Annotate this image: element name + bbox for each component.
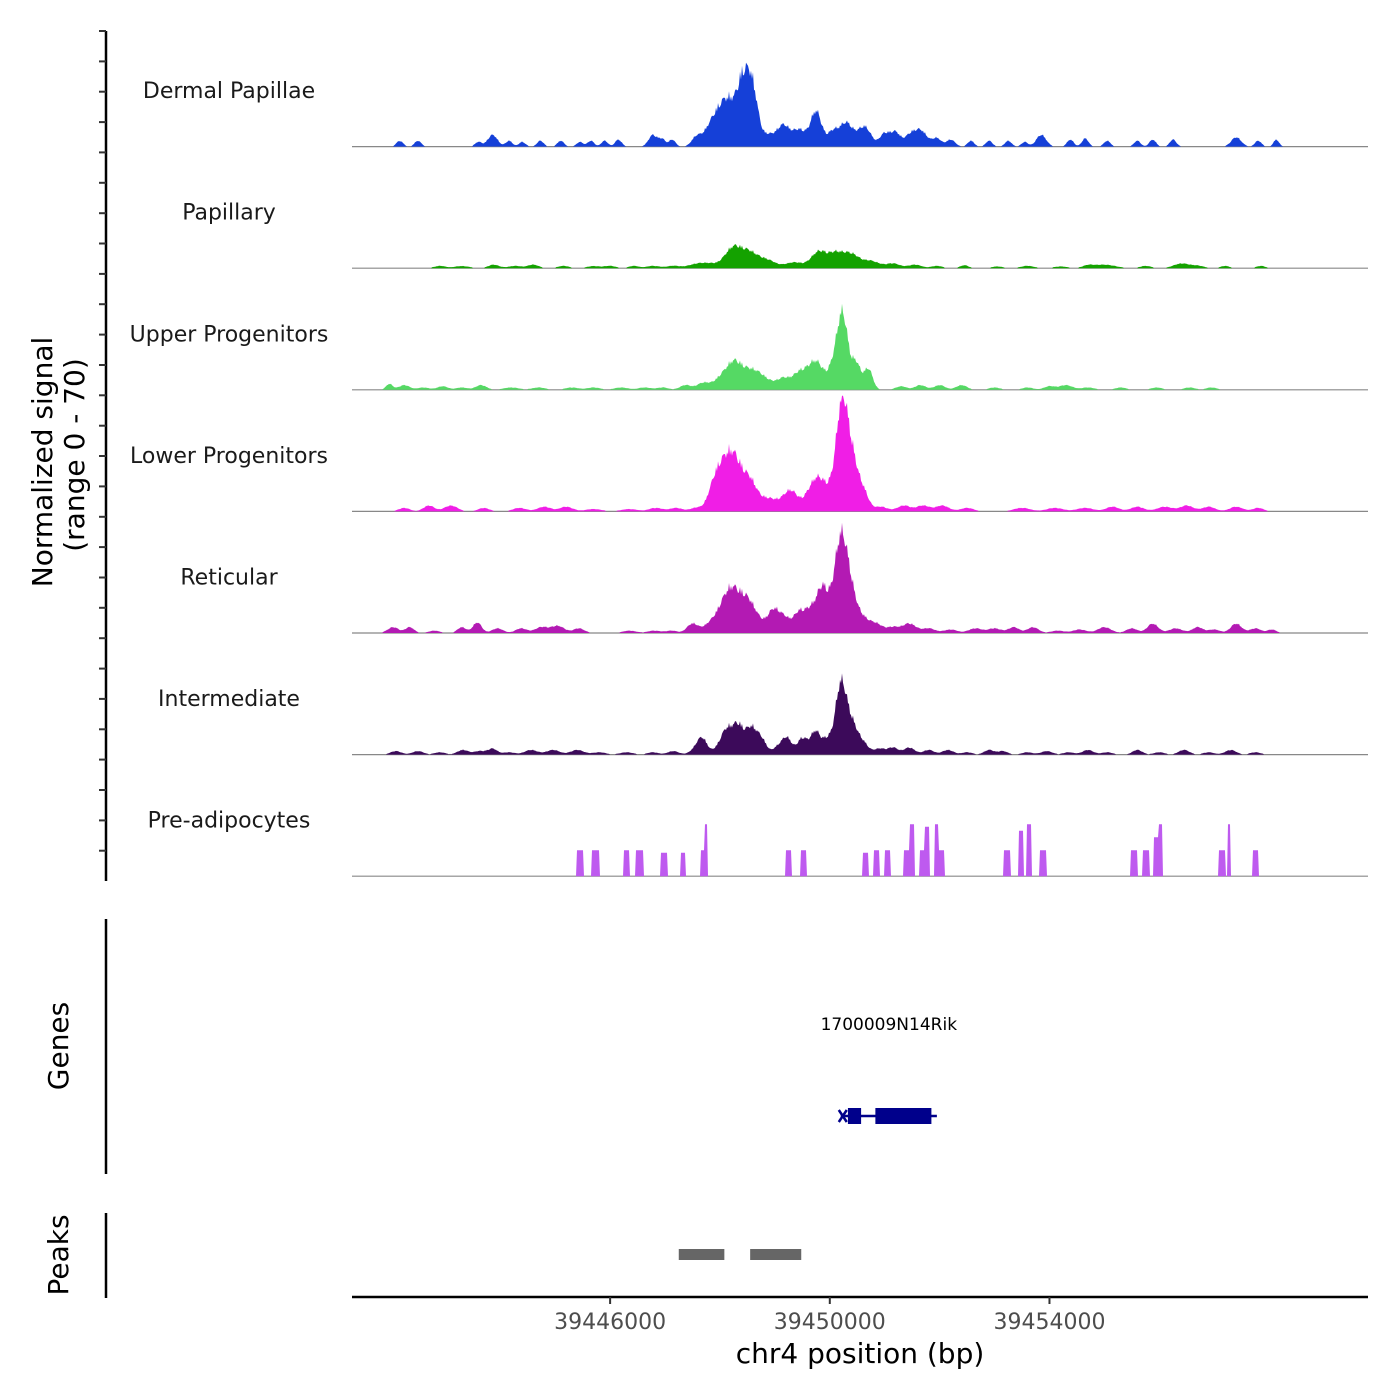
x-tick-label: 39446000 [554,1310,666,1335]
peaks-track [678,1249,802,1260]
track-label: Upper Progenitors [130,322,329,347]
coverage-area [352,673,1368,755]
left-axes [99,30,108,1298]
track-intermediate: Intermediate [158,673,1368,756]
track-label: Pre-adipocytes [148,809,311,834]
track-label: Dermal Papillae [143,79,315,104]
track-label: Reticular [180,566,278,591]
track-papillary: Papillary [182,201,1368,269]
x-axis: 39446000 39450000 39454000 [352,1295,1368,1335]
track-pre-adipocytes: Pre-adipocytes [148,809,1368,877]
coverage-area [352,244,1368,269]
track-reticular: Reticular [180,522,1368,634]
track-dermal-papillae: Dermal Papillae [143,62,1368,148]
coverage-area [352,303,1368,390]
coverage-area [352,395,1368,512]
x-tick-label: 39454000 [993,1310,1105,1335]
track-lower-progenitors: Lower Progenitors [130,395,1368,512]
peaks-panel-title: Peaks [42,1214,75,1295]
y-axis-range: (range 0 - 70) [58,358,91,552]
track-label: Lower Progenitors [130,444,328,469]
coverage-area [352,62,1368,147]
peak-region [750,1249,802,1260]
strand-arrow-icon [837,1109,848,1123]
x-axis-title: chr4 position (bp) [736,1337,985,1370]
gene-exon [847,1108,862,1124]
y-axis-title: Normalized signal [26,337,59,588]
genes-panel-title: Genes [42,1002,75,1090]
track-label: Papillary [182,201,276,226]
signal-tracks: Dermal Papillae Papillary Upper Progenitor… [130,62,1368,877]
peak-region [678,1249,725,1260]
coverage-area [352,522,1368,633]
gene-1700009n14rik: 1700009N14Rik [821,1015,958,1124]
genes-track: 1700009N14Rik [821,1015,958,1124]
x-tick-label: 39450000 [774,1310,886,1335]
gene-label: 1700009N14Rik [821,1015,958,1035]
track-upper-progenitors: Upper Progenitors [130,303,1368,391]
track-label: Intermediate [158,687,300,712]
gene-exon [875,1108,932,1124]
